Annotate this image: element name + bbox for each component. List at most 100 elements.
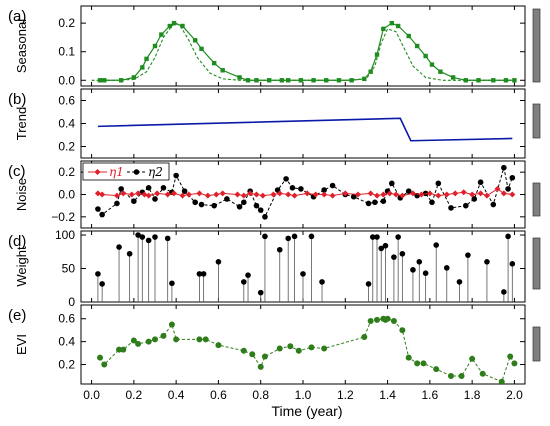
seasonal-point [280,78,284,82]
seasonal-point [212,61,216,65]
seasonal-point [299,78,303,82]
y-tick-label: 0.2 [58,358,75,372]
eta2-point [114,201,120,207]
panel-5: 0.20.40.6EVI(e) [8,305,540,385]
evi-point [152,336,158,342]
x-tick-label: 1.8 [464,388,481,402]
evi-point [499,379,505,385]
weight-point [285,236,291,242]
eta2-point [429,200,435,206]
seasonal-point [476,78,480,82]
eta1-point [509,192,515,198]
eta2-point [366,201,372,207]
eta1-point [330,193,336,199]
seasonal-point [144,57,148,61]
evi-point [368,318,374,324]
evi-point [308,344,314,350]
legend: η1 η2 [83,163,169,180]
evi-point [120,347,126,353]
weight-point [165,236,171,242]
x-tick-label: 1.0 [295,388,312,402]
eta2-point [448,205,454,211]
scale-bar [533,183,540,216]
eta2-point [211,203,217,209]
scale-bar [533,9,540,82]
weight-point [146,238,152,244]
panel-1: 0.0 0.1 0.2 Seasonal(a) [8,6,540,87]
evi-point [249,351,255,357]
panel-label: (e) [8,307,26,324]
evi-point [321,346,327,352]
seasonal-point [491,78,495,82]
panel-label: (a) [8,8,26,25]
panel-4: 050100Weight(d) [8,228,540,309]
y-axis-label: Weight [14,246,29,287]
evi-point [361,334,367,340]
evi-point [459,373,465,379]
panels: 0.0 0.1 0.2 Seasonal(a) 0.2 0.4 0.6 Trend(b) −0.… [8,6,540,385]
y-axis-label: Noise [14,178,29,211]
legend-eta2-label: η2 [148,165,163,179]
x-tick-label: 1.2 [337,388,354,402]
plot-frame [81,305,525,384]
eta2-point [330,183,336,189]
seasonal-point [415,44,419,48]
weight-point [391,254,397,260]
evi-point [287,343,293,349]
evi-point [433,366,439,372]
scale-bar [533,104,540,138]
seasonal-point [237,75,241,79]
weight-point [484,259,490,265]
eta1-point [478,190,484,196]
weight-point [216,259,222,265]
x-axis-label: Time (year) [271,403,342,419]
eta2-point [241,200,247,206]
eta2-point [501,165,507,171]
y-tick-label: 0.4 [58,335,75,349]
weight-point [140,234,146,240]
y-tick-label: −0.2 [51,210,75,224]
plot-frame [81,6,525,86]
eta2-point [199,202,205,208]
x-tick-label: 0.2 [126,388,143,402]
eta2-point [152,196,158,202]
eta1-point [374,193,380,199]
eta2-point [262,214,268,220]
x-tick-label: 0.0 [83,388,100,402]
seasonal-point [396,24,400,28]
weight-point [416,259,422,265]
eta1-point [484,193,490,199]
eta1-point [220,190,226,196]
seasonal-point [220,68,224,72]
evi-line [100,319,514,382]
evi-point [480,371,486,377]
weight-point [510,261,516,267]
evi-point [448,373,454,379]
eta2-point [290,185,296,191]
y-tick-label: 0.2 [58,140,75,154]
eta2-point [95,206,101,212]
weight-point [400,251,406,257]
weight-point [262,234,268,240]
seasonal-point [464,78,468,82]
seasonal-point [375,52,379,56]
eta1-point [461,189,467,195]
eta1-point [99,192,105,198]
plot-area [98,118,512,140]
eta2-point [258,207,264,213]
panel-label: (c) [8,163,26,180]
evi-point [215,342,221,348]
weight-point [457,279,463,285]
weight-point [116,244,122,250]
weight-point [423,270,429,276]
seasonal-point [504,78,508,82]
weight-point [152,234,158,240]
eta2-point [99,212,105,218]
seasonal-point [119,78,123,82]
y-tick-label: 100 [55,228,75,242]
eta2-point [254,203,260,209]
eta2-point [283,176,289,182]
eta1-point [501,190,507,196]
weight-point [410,267,416,273]
